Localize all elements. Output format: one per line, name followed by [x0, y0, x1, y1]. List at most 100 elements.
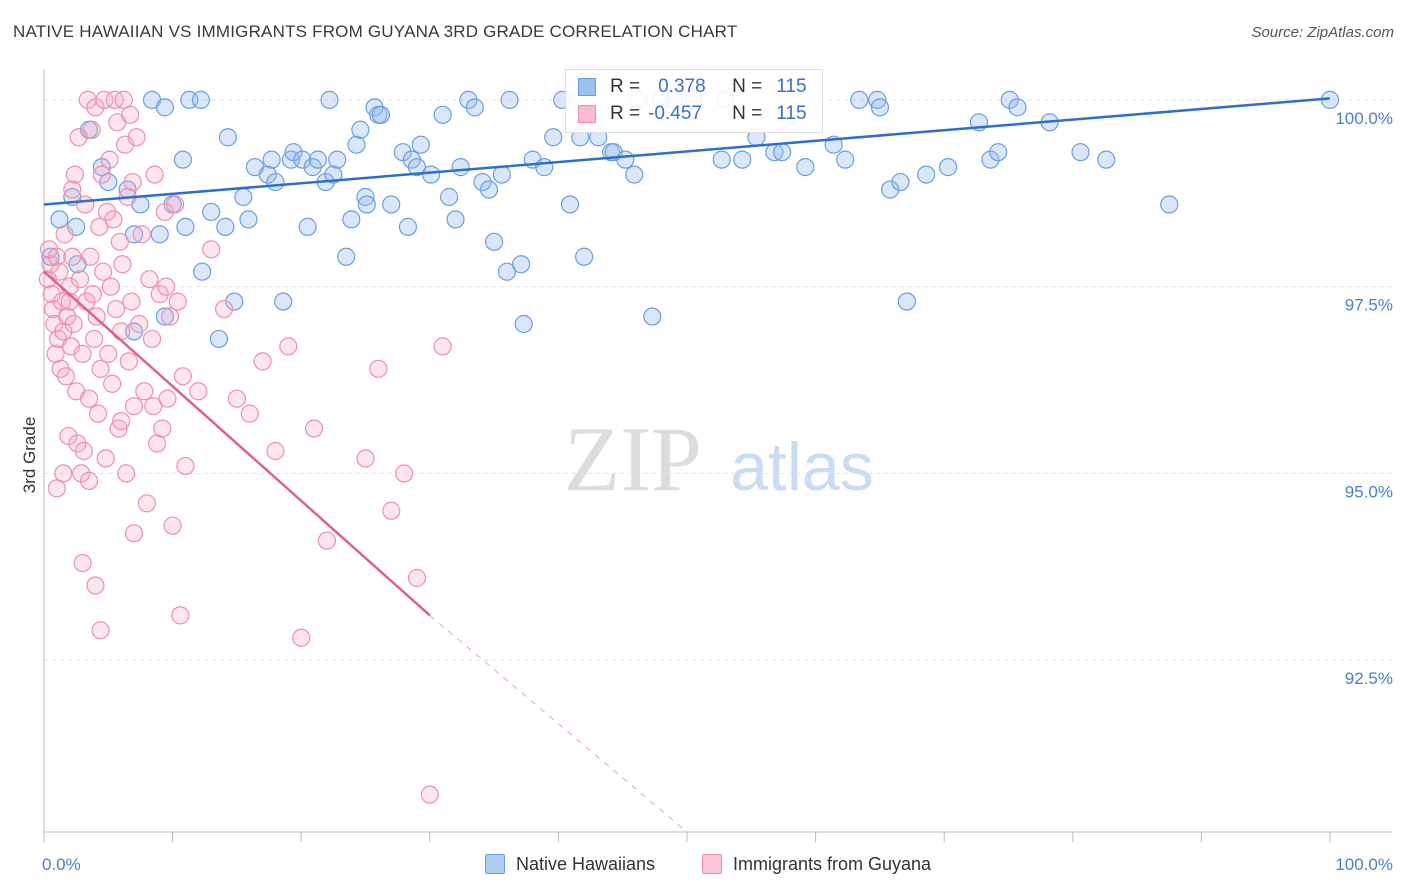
- guyana-point: [153, 419, 172, 438]
- guyana-point: [142, 329, 162, 349]
- guyana-point: [76, 195, 95, 214]
- legend-n-label: N =: [732, 76, 763, 97]
- native-hawaiian-point: [712, 150, 731, 169]
- guyana-point: [382, 501, 401, 520]
- x-tick-label: 0.0%: [42, 855, 81, 874]
- legend-n-label: N =: [732, 103, 763, 124]
- native-hawaiian-point: [451, 158, 470, 177]
- native-hawaiian-point: [293, 150, 312, 169]
- guyana-point: [87, 307, 106, 326]
- guyana-point: [135, 382, 154, 401]
- guyana-point: [144, 397, 163, 416]
- native-hawaiian-point: [258, 165, 277, 184]
- guyana-point: [104, 210, 123, 229]
- x-tick-label: 100.0%: [1335, 855, 1393, 874]
- native-hawaiian-point: [479, 180, 499, 199]
- guyana-point: [72, 464, 91, 483]
- guyana-trend-extension: [429, 614, 688, 833]
- guyana-point: [40, 240, 59, 259]
- native-hawaiian-point: [446, 210, 465, 229]
- legend-r-value: 0.378: [658, 76, 706, 97]
- guyana-point: [109, 419, 128, 438]
- native-hawaiian-point: [320, 90, 339, 109]
- native-hawaiian-point: [274, 292, 293, 311]
- native-hawaiian-point: [308, 150, 328, 169]
- legend-swatch-pink: [578, 105, 596, 123]
- native-hawaiian-point: [733, 150, 752, 169]
- native-hawaiian-point: [193, 262, 212, 281]
- native-hawaiian-point: [371, 105, 391, 124]
- guyana-point: [157, 277, 176, 296]
- native-hawaiian-point: [342, 210, 361, 229]
- guyana-point: [176, 456, 195, 476]
- guyana-point: [68, 434, 87, 453]
- y-axis-label: 3rd Grade: [20, 417, 39, 494]
- native-hawaiian-point: [535, 158, 554, 177]
- native-hawaiian-point: [99, 172, 118, 192]
- native-hawaiian-point: [796, 158, 815, 177]
- legend-swatch-blue: [485, 854, 505, 874]
- guyana-point: [103, 374, 122, 393]
- legend-label: Immigrants from Guyana: [733, 853, 932, 874]
- native-hawaiian-point: [868, 90, 887, 109]
- native-hawaiian-point: [512, 255, 531, 274]
- guyana-point: [58, 307, 77, 326]
- native-hawaiian-point: [981, 150, 1000, 169]
- guyana-point: [160, 307, 180, 326]
- watermark-atlas: atlas: [730, 429, 874, 505]
- native-hawaiian-point: [773, 143, 792, 162]
- guyana-point: [420, 785, 439, 804]
- native-hawaiian-point: [262, 150, 281, 169]
- guyana-point: [73, 553, 92, 573]
- guyana-point: [100, 150, 119, 169]
- guyana-point: [124, 524, 144, 543]
- guyana-point: [64, 314, 83, 334]
- guyana-point: [117, 464, 136, 483]
- guyana-point: [266, 441, 285, 461]
- native-hawaiian-point: [850, 90, 869, 109]
- legend-item-native-hawaiians[interactable]: Native Hawaiians: [485, 852, 655, 876]
- guyana-point: [240, 404, 259, 423]
- native-hawaiian-point: [407, 158, 427, 177]
- legend-n-value: 115: [776, 76, 807, 97]
- native-hawaiian-trend-line: [43, 97, 1331, 206]
- guyana-point: [292, 628, 311, 647]
- guyana-point: [145, 165, 164, 184]
- guyana-point: [79, 389, 99, 408]
- guyana-point: [113, 255, 132, 274]
- guyana-point: [112, 412, 131, 431]
- native-hawaiian-point: [324, 165, 343, 184]
- native-hawaiian-point: [891, 172, 910, 192]
- guyana-point: [150, 285, 169, 304]
- guyana-point: [94, 262, 113, 281]
- native-hawaiian-point: [328, 150, 347, 169]
- y-tick-label: 97.5%: [1345, 296, 1393, 315]
- legend-item-immigrants-guyana[interactable]: Immigrants from Guyana: [702, 852, 931, 876]
- native-hawaiian-point: [92, 158, 111, 177]
- native-hawaiian-point: [459, 90, 478, 109]
- guyana-point: [95, 90, 114, 109]
- native-hawaiian-point: [1000, 90, 1019, 109]
- guyana-point: [91, 359, 110, 378]
- native-hawaiian-point: [625, 165, 644, 184]
- native-hawaiian-point: [347, 135, 366, 154]
- native-hawaiian-point: [337, 247, 356, 266]
- native-hawaiian-point: [497, 262, 517, 281]
- guyana-point: [101, 277, 120, 296]
- native-hawaiian-point: [216, 217, 235, 236]
- native-hawaiian-point: [917, 165, 936, 184]
- guyana-point: [173, 367, 192, 386]
- watermark-zip: ZIP: [564, 408, 702, 510]
- native-hawaiian-point: [492, 165, 511, 184]
- guyana-point: [96, 449, 115, 468]
- native-hawaiian-point: [514, 314, 533, 334]
- native-hawaiian-point: [465, 98, 484, 117]
- guyana-point: [83, 285, 102, 304]
- guyana-point: [50, 262, 69, 281]
- native-hawaiian-point: [382, 195, 401, 214]
- native-hawaiian-point: [298, 217, 317, 236]
- legend-swatch-blue: [578, 78, 596, 96]
- native-hawaiian-point: [155, 98, 174, 117]
- legend-r-label: R =: [610, 76, 641, 97]
